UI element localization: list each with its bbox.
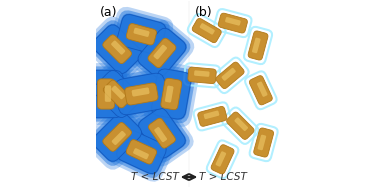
Text: (b): (b) bbox=[195, 6, 212, 19]
FancyBboxPatch shape bbox=[93, 112, 142, 161]
FancyBboxPatch shape bbox=[133, 28, 150, 37]
FancyBboxPatch shape bbox=[147, 65, 195, 123]
FancyBboxPatch shape bbox=[108, 122, 174, 182]
FancyBboxPatch shape bbox=[252, 38, 260, 53]
FancyBboxPatch shape bbox=[110, 69, 172, 119]
FancyBboxPatch shape bbox=[218, 13, 247, 33]
FancyBboxPatch shape bbox=[85, 66, 127, 122]
FancyBboxPatch shape bbox=[89, 66, 145, 122]
FancyBboxPatch shape bbox=[126, 24, 156, 45]
FancyBboxPatch shape bbox=[216, 62, 244, 89]
FancyBboxPatch shape bbox=[107, 65, 176, 123]
FancyBboxPatch shape bbox=[144, 61, 199, 127]
FancyBboxPatch shape bbox=[192, 18, 221, 43]
FancyBboxPatch shape bbox=[126, 140, 156, 164]
FancyBboxPatch shape bbox=[132, 87, 150, 97]
FancyBboxPatch shape bbox=[84, 16, 150, 82]
FancyBboxPatch shape bbox=[130, 20, 194, 86]
FancyBboxPatch shape bbox=[114, 72, 169, 116]
FancyBboxPatch shape bbox=[116, 14, 167, 55]
FancyBboxPatch shape bbox=[188, 67, 216, 83]
FancyBboxPatch shape bbox=[88, 108, 146, 166]
FancyBboxPatch shape bbox=[215, 151, 226, 167]
FancyBboxPatch shape bbox=[211, 145, 234, 174]
FancyBboxPatch shape bbox=[111, 40, 125, 55]
FancyBboxPatch shape bbox=[204, 111, 219, 119]
FancyBboxPatch shape bbox=[194, 70, 209, 77]
Text: (a): (a) bbox=[99, 6, 117, 19]
FancyBboxPatch shape bbox=[103, 80, 131, 108]
FancyBboxPatch shape bbox=[134, 104, 190, 163]
FancyBboxPatch shape bbox=[149, 118, 175, 148]
FancyBboxPatch shape bbox=[248, 31, 268, 60]
FancyBboxPatch shape bbox=[154, 127, 167, 142]
FancyBboxPatch shape bbox=[150, 68, 192, 120]
FancyBboxPatch shape bbox=[133, 148, 149, 159]
FancyBboxPatch shape bbox=[257, 81, 268, 97]
FancyBboxPatch shape bbox=[130, 100, 194, 167]
FancyBboxPatch shape bbox=[103, 35, 132, 64]
FancyBboxPatch shape bbox=[112, 131, 126, 145]
FancyBboxPatch shape bbox=[222, 68, 236, 81]
FancyBboxPatch shape bbox=[234, 117, 248, 131]
FancyBboxPatch shape bbox=[112, 126, 170, 178]
FancyBboxPatch shape bbox=[115, 73, 168, 115]
FancyBboxPatch shape bbox=[117, 14, 166, 54]
FancyBboxPatch shape bbox=[89, 70, 123, 118]
FancyBboxPatch shape bbox=[227, 112, 254, 139]
FancyBboxPatch shape bbox=[103, 123, 132, 151]
FancyBboxPatch shape bbox=[125, 83, 158, 105]
FancyBboxPatch shape bbox=[93, 25, 142, 74]
FancyBboxPatch shape bbox=[98, 79, 115, 109]
FancyBboxPatch shape bbox=[137, 27, 187, 79]
FancyBboxPatch shape bbox=[88, 69, 124, 119]
FancyBboxPatch shape bbox=[88, 20, 146, 78]
FancyBboxPatch shape bbox=[257, 135, 266, 150]
FancyBboxPatch shape bbox=[249, 76, 272, 105]
FancyBboxPatch shape bbox=[111, 86, 125, 99]
FancyBboxPatch shape bbox=[105, 85, 111, 102]
FancyBboxPatch shape bbox=[82, 63, 130, 125]
FancyBboxPatch shape bbox=[148, 38, 176, 68]
FancyBboxPatch shape bbox=[91, 111, 143, 162]
FancyBboxPatch shape bbox=[133, 24, 191, 82]
FancyBboxPatch shape bbox=[116, 129, 167, 175]
FancyBboxPatch shape bbox=[138, 28, 186, 78]
FancyBboxPatch shape bbox=[225, 17, 241, 26]
Text: T < LCST: T < LCST bbox=[132, 172, 179, 182]
FancyBboxPatch shape bbox=[139, 108, 185, 158]
FancyBboxPatch shape bbox=[113, 10, 170, 58]
FancyBboxPatch shape bbox=[116, 130, 166, 174]
FancyBboxPatch shape bbox=[153, 45, 167, 59]
FancyBboxPatch shape bbox=[138, 107, 186, 159]
FancyBboxPatch shape bbox=[198, 106, 227, 126]
FancyBboxPatch shape bbox=[84, 104, 150, 170]
FancyBboxPatch shape bbox=[94, 70, 141, 118]
Text: T > LCST: T > LCST bbox=[199, 172, 246, 182]
FancyBboxPatch shape bbox=[254, 128, 274, 157]
FancyBboxPatch shape bbox=[85, 62, 149, 126]
FancyBboxPatch shape bbox=[161, 78, 182, 110]
FancyBboxPatch shape bbox=[91, 24, 143, 75]
FancyBboxPatch shape bbox=[200, 23, 215, 35]
FancyBboxPatch shape bbox=[110, 7, 173, 62]
FancyBboxPatch shape bbox=[165, 86, 174, 102]
FancyBboxPatch shape bbox=[93, 69, 142, 119]
FancyBboxPatch shape bbox=[152, 69, 191, 119]
